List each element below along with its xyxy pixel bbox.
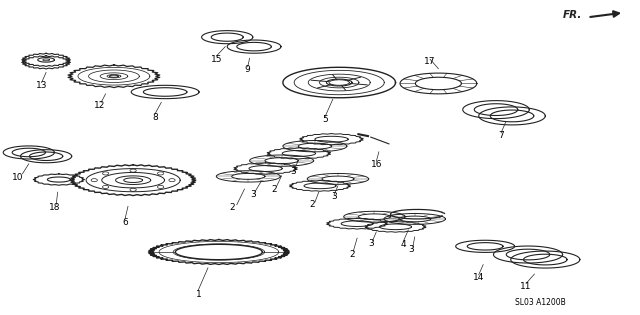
Text: 12: 12 xyxy=(93,101,105,110)
Text: 7: 7 xyxy=(499,131,504,140)
Text: 2: 2 xyxy=(310,200,315,209)
Text: 18: 18 xyxy=(49,203,60,212)
Text: 6: 6 xyxy=(122,218,127,226)
Text: SL03 A1200B: SL03 A1200B xyxy=(515,298,566,307)
Text: 1: 1 xyxy=(196,290,201,299)
Text: 15: 15 xyxy=(211,55,222,64)
Text: 3: 3 xyxy=(291,167,296,176)
Text: 2: 2 xyxy=(229,203,234,212)
Text: 2: 2 xyxy=(271,185,276,193)
Text: 9: 9 xyxy=(245,66,250,74)
Text: 14: 14 xyxy=(473,273,484,282)
Text: 2: 2 xyxy=(349,250,355,259)
Text: FR.: FR. xyxy=(563,10,582,20)
Text: 5: 5 xyxy=(323,115,328,123)
Text: 11: 11 xyxy=(520,282,532,291)
Text: 8: 8 xyxy=(152,113,157,122)
Text: 17: 17 xyxy=(424,57,436,66)
Text: 10: 10 xyxy=(12,173,24,181)
Text: 16: 16 xyxy=(371,160,382,169)
Text: 4: 4 xyxy=(401,240,406,249)
Text: 3: 3 xyxy=(332,192,337,201)
Text: 3: 3 xyxy=(250,190,255,199)
Text: 3: 3 xyxy=(408,245,413,254)
Text: 13: 13 xyxy=(36,81,47,90)
Text: 3: 3 xyxy=(369,239,374,248)
